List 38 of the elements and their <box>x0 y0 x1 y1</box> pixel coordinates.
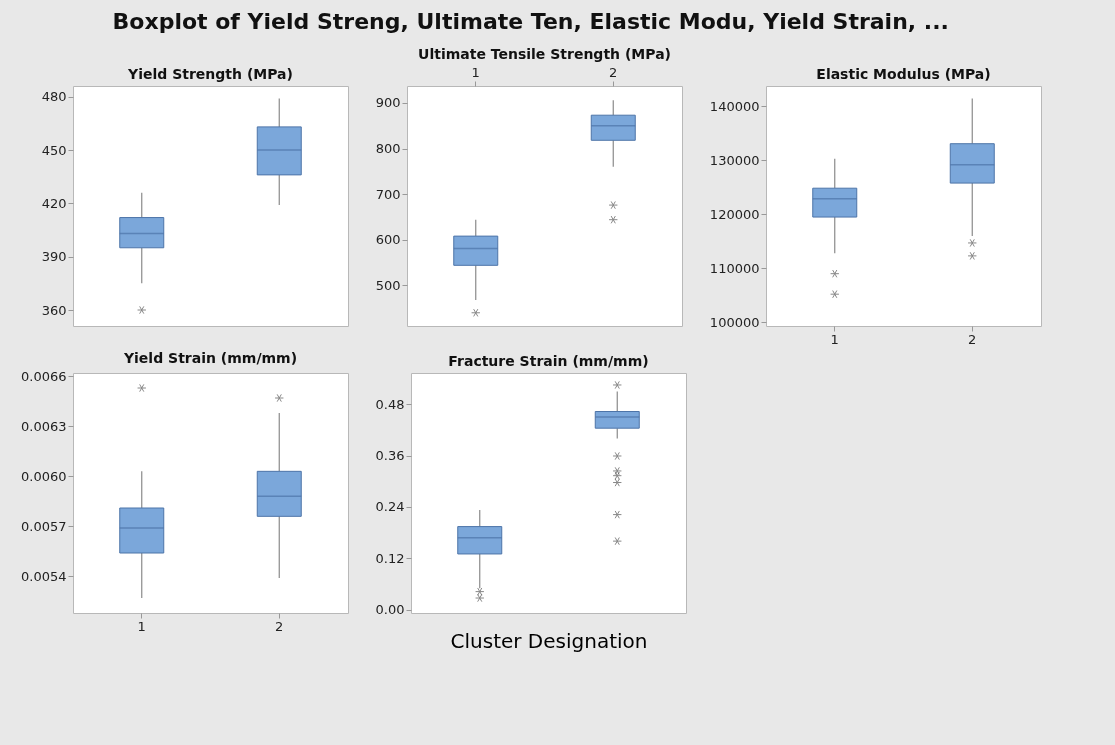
y-tick-label: 390 <box>41 249 67 265</box>
y-tick-label: 120000 <box>709 206 760 222</box>
chart-title: Fracture Strain (mm/mm) <box>448 353 649 369</box>
chart-title: Yield Strength (MPa) <box>127 66 293 82</box>
x-tick-label: 2 <box>275 618 284 634</box>
y-tick-label: 0.48 <box>375 396 405 412</box>
y-tick-label: 600 <box>375 232 401 248</box>
y-tick-label: 0.0057 <box>21 518 67 534</box>
y-tick-label: 0.36 <box>375 448 405 464</box>
text: Boxplot of Yield Streng, Ultimate Ten, Elastic Modu, Yield Strain, ... <box>112 8 949 34</box>
y-tick-label: 420 <box>41 195 67 211</box>
chart-title: Elastic Modulus (MPa) <box>816 66 991 82</box>
y-tick-label: 110000 <box>709 260 760 276</box>
y-tick-label: 140000 <box>709 98 760 114</box>
x-tick-label: 1 <box>137 618 146 634</box>
y-tick-label: 480 <box>41 89 67 105</box>
chart-title: Yield Strain (mm/mm) <box>122 350 298 367</box>
x-axis-title: Cluster Designation <box>450 628 648 653</box>
x-tick-label: 2 <box>968 331 977 347</box>
x-tick-label: 1 <box>471 64 480 80</box>
y-tick-label: 0.00 <box>375 602 405 618</box>
y-tick-label: 500 <box>375 277 401 293</box>
y-tick-label: 0.0060 <box>21 468 67 484</box>
y-tick-label: 900 <box>375 95 401 111</box>
y-tick-label: 0.0063 <box>21 418 67 434</box>
y-tick-label: 0.0054 <box>21 568 67 584</box>
y-tick-label: 800 <box>375 141 401 157</box>
y-tick-label: 0.0066 <box>21 368 67 384</box>
y-tick-label: 100000 <box>709 314 760 330</box>
y-tick-label: 130000 <box>709 152 760 168</box>
x-tick-label: 1 <box>830 331 839 347</box>
y-tick-label: 0.24 <box>375 499 405 515</box>
x-tick-label: 2 <box>609 64 618 80</box>
y-tick-label: 700 <box>375 186 401 202</box>
y-tick-label: 360 <box>41 302 67 318</box>
chart-title: Ultimate Tensile Strength (MPa) <box>418 46 671 62</box>
y-tick-label: 0.12 <box>375 550 405 566</box>
y-tick-label: 450 <box>41 142 67 158</box>
